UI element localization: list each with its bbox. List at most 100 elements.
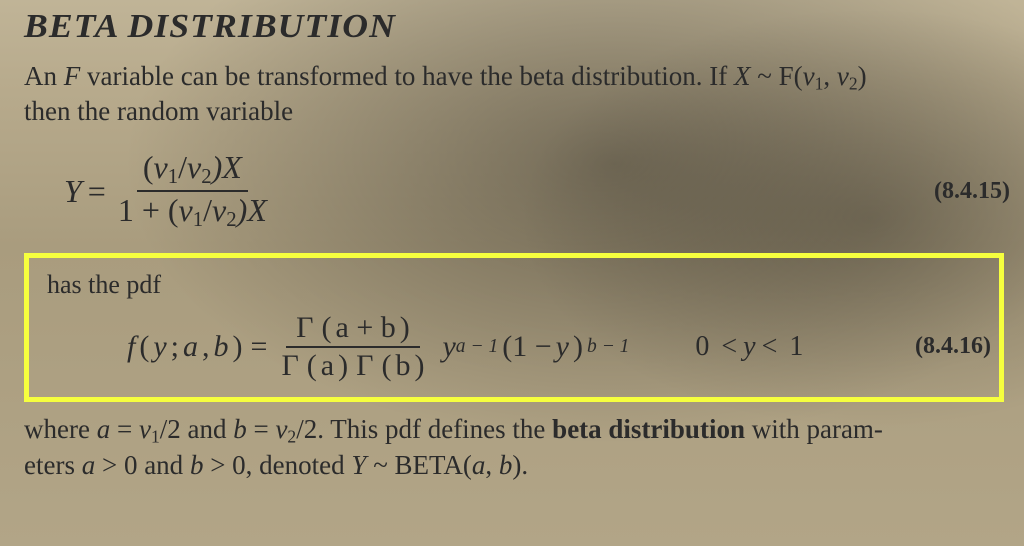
v: v	[275, 414, 287, 444]
v1: v	[803, 61, 815, 91]
close-X: )X	[237, 192, 267, 228]
half: /2	[296, 414, 317, 444]
numerator: (v1/v2)X	[137, 151, 248, 192]
section-heading: BETA DISTRIBUTION	[24, 8, 1024, 46]
b: b	[499, 450, 513, 480]
close: ).	[512, 450, 528, 480]
F-call: F(	[779, 61, 803, 91]
slash: /	[203, 192, 212, 228]
open: (	[303, 349, 321, 382]
gamma: Γ	[292, 311, 317, 344]
denoted: , denoted	[246, 450, 352, 480]
open: (	[135, 330, 153, 364]
text: . This pdf defines the	[317, 414, 552, 444]
a: a	[82, 450, 96, 480]
equation-1: Y = (v1/v2)X 1 + (v1/v2)X	[64, 151, 273, 231]
sub1: 1	[193, 208, 203, 231]
equation-1-row: Y = (v1/v2)X 1 + (v1/v2)X (8.4.15)	[64, 151, 1004, 231]
a: a	[183, 330, 198, 364]
sep: ;	[167, 330, 183, 364]
gamma-num: Γ(a + b)	[286, 312, 420, 348]
half: /2	[160, 414, 181, 444]
and: and	[181, 414, 233, 444]
has-pdf-text: has the pdf	[47, 270, 981, 300]
exp-b: b − 1	[587, 336, 629, 358]
v2: v	[212, 192, 226, 228]
fraction: (v1/v2)X 1 + (v1/v2)X	[112, 151, 273, 231]
lhs-Y: Y	[64, 173, 82, 210]
sub1: 1	[168, 165, 178, 188]
comma: ,	[485, 450, 499, 480]
gt0: > 0	[203, 450, 245, 480]
a: a	[321, 349, 334, 382]
intro-line-2: then the random variable	[24, 95, 1004, 129]
var-X: X	[734, 61, 751, 91]
b: b	[214, 330, 229, 364]
y: y	[556, 330, 569, 364]
equals: =	[82, 173, 112, 210]
highlighted-box: has the pdf f(y; a, b) = Γ(a + b) Γ(a)Γ(…	[24, 253, 1004, 402]
tilde: ~	[751, 61, 779, 91]
close-paren: )	[858, 61, 867, 91]
gt0: > 0	[95, 450, 137, 480]
beta-distribution-term: beta distribution	[552, 414, 745, 444]
denominator: 1 + (v1/v2)X	[112, 192, 273, 231]
gamma: Γ	[352, 349, 377, 382]
text: variable can be transformed to have the …	[80, 61, 734, 91]
close: )	[410, 349, 428, 382]
lt: <	[756, 331, 784, 362]
gamma: Γ	[277, 349, 302, 382]
a-plus-b: a + b	[336, 311, 396, 344]
a: a	[472, 450, 486, 480]
Y: Y	[351, 450, 366, 480]
v2: v	[837, 61, 849, 91]
equation-number-1: (8.4.15)	[934, 178, 1010, 205]
lt: <	[715, 331, 743, 362]
close: )	[569, 330, 587, 364]
zero: 0	[689, 331, 715, 362]
f: f	[127, 330, 135, 364]
one: 1	[783, 331, 809, 362]
y: y	[743, 331, 755, 362]
a: a	[97, 414, 111, 444]
den-lead: 1 + (	[118, 192, 179, 228]
equation-number-2: (8.4.16)	[915, 333, 991, 360]
eq: =	[247, 330, 272, 364]
text: where	[24, 414, 97, 444]
v2: v	[187, 149, 201, 185]
sub2: 2	[226, 208, 236, 231]
close: )	[396, 311, 414, 344]
trailing-paragraph: where a = v1/2 and b = v2/2. This pdf de…	[24, 412, 1004, 483]
y-term: y	[442, 330, 455, 364]
open: (	[377, 349, 395, 382]
b: b	[190, 450, 204, 480]
pdf-equation: f(y; a, b) = Γ(a + b) Γ(a)Γ(b) ya − 1(1 …	[127, 312, 809, 381]
BETA: BETA(	[395, 450, 472, 480]
text: with param-	[745, 414, 883, 444]
pdf-equation-row: f(y; a, b) = Γ(a + b) Γ(a)Γ(b) ya − 1(1 …	[47, 312, 981, 381]
close: )	[334, 349, 352, 382]
b: b	[395, 349, 410, 382]
v: v	[139, 414, 151, 444]
eq: =	[247, 414, 276, 444]
slash: /	[178, 149, 187, 185]
var-F: F	[64, 61, 81, 91]
condition: 0<y<1	[689, 331, 809, 363]
b: b	[233, 414, 247, 444]
page-content: BETA DISTRIBUTION An F variable can be t…	[0, 0, 1024, 483]
y: y	[153, 330, 166, 364]
eq: =	[110, 414, 139, 444]
intro-line-1: An F variable can be transformed to have…	[24, 60, 1004, 95]
text: eters	[24, 450, 82, 480]
and: and	[137, 450, 189, 480]
open: (	[143, 149, 154, 185]
one-minus: (1 −	[498, 330, 555, 364]
v1: v	[154, 149, 168, 185]
exp-a: a − 1	[456, 336, 498, 358]
comma: ,	[823, 61, 837, 91]
tilde: ~	[366, 450, 394, 480]
sub2: 2	[287, 426, 296, 446]
sub1: 1	[151, 426, 160, 446]
close-X: )X	[212, 149, 242, 185]
text: An	[24, 61, 64, 91]
